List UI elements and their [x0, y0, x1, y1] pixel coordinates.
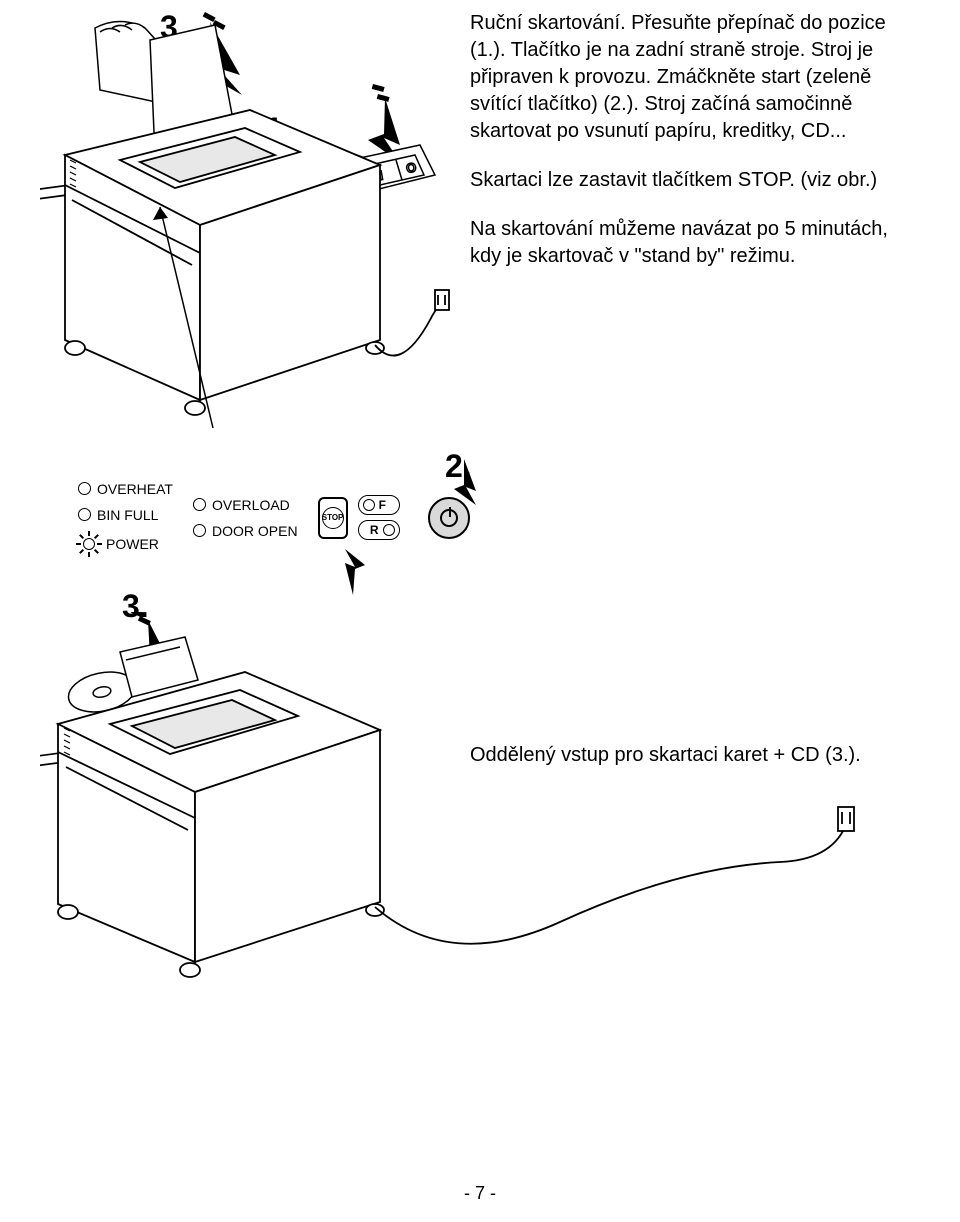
- indicator-overheat: OVERHEAT: [78, 481, 173, 497]
- led-icon: [78, 482, 91, 495]
- power-cable-2: [375, 807, 854, 944]
- stop-button: STOP: [318, 497, 348, 539]
- label-binfull: BIN FULL: [97, 507, 158, 523]
- power-button: [428, 497, 470, 539]
- control-panel: OVERHEAT BIN FULL POWER: [78, 475, 558, 560]
- label-overheat: OVERHEAT: [97, 481, 173, 497]
- instruction-text-bottom: Oddělený vstup pro skartaci karet + CD (…: [470, 742, 890, 769]
- indicator-col-1: OVERHEAT BIN FULL POWER: [78, 481, 173, 555]
- stop-text: STOP: [322, 513, 344, 522]
- indicator-col-2: OVERLOAD DOOR OPEN: [193, 497, 298, 539]
- para2: Skartaci lze zastavit tlačítkem STOP. (v…: [470, 167, 890, 194]
- illustration-shredder-bottom: [40, 612, 870, 992]
- power-cable: [375, 290, 449, 356]
- manual-page: 3. 1.: [0, 0, 960, 1222]
- label-power: POWER: [106, 536, 159, 552]
- slider-dot-icon: [363, 499, 375, 511]
- f-label: F: [379, 498, 386, 512]
- instruction-text-top: Ruční skartování. Přesuňte přepínač do p…: [470, 10, 890, 292]
- fr-column: F R: [358, 495, 400, 540]
- r-label: R: [370, 523, 379, 537]
- indicator-binfull: BIN FULL: [78, 507, 173, 523]
- para3: Na skartování můžeme navázat po 5 minutá…: [470, 216, 890, 270]
- led-icon: [193, 498, 206, 511]
- forward-button: F: [358, 495, 400, 515]
- led-icon: [193, 524, 206, 537]
- indicator-power: POWER: [78, 533, 173, 555]
- para1: Ruční skartování. Přesuňte přepínač do p…: [470, 10, 890, 145]
- indicator-overload: OVERLOAD: [193, 497, 298, 513]
- led-rays-icon: [78, 533, 100, 555]
- shredder-body: [40, 110, 384, 415]
- shredder-body-2: [40, 672, 384, 977]
- led-icon: [78, 508, 91, 521]
- stop-inner-icon: STOP: [322, 507, 344, 529]
- reverse-button: R: [358, 520, 400, 540]
- power-icon: [440, 509, 458, 527]
- label-dooropen: DOOR OPEN: [212, 523, 298, 539]
- label-overload: OVERLOAD: [212, 497, 290, 513]
- slider-dot-icon: [383, 524, 395, 536]
- para4: Oddělený vstup pro skartaci karet + CD (…: [470, 742, 890, 769]
- indicator-dooropen: DOOR OPEN: [193, 523, 298, 539]
- page-number: - 7 -: [0, 1183, 960, 1204]
- illustration-shredder-top: 3. 1.: [40, 10, 450, 440]
